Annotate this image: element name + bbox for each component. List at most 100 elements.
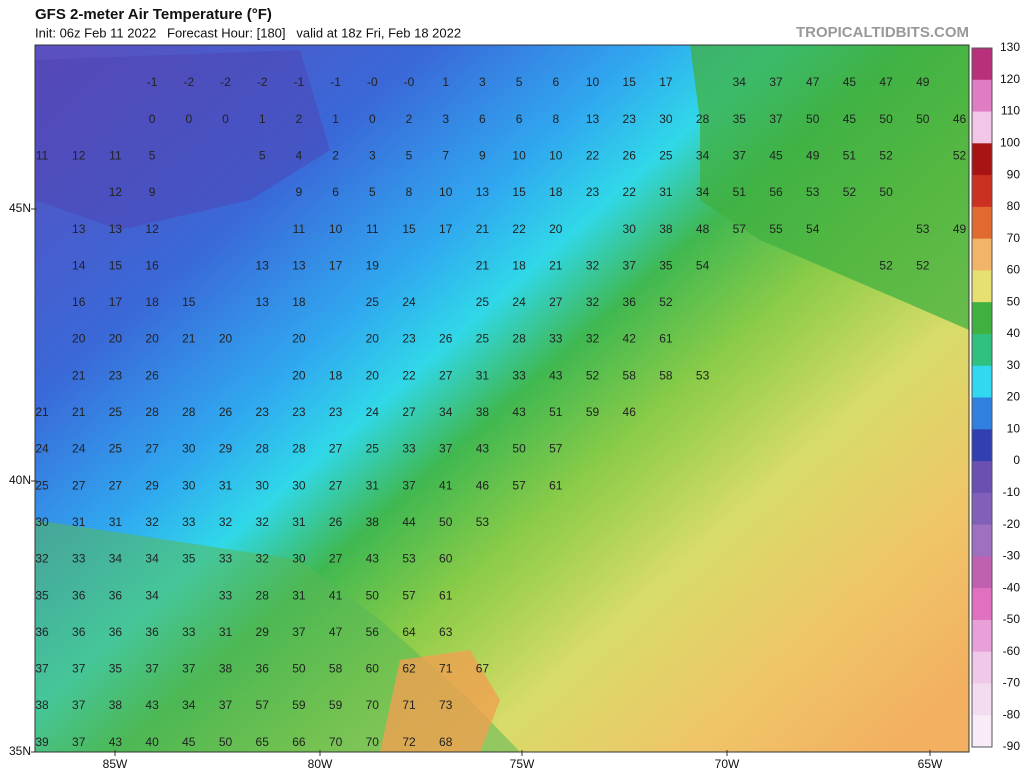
colorbar-label: -70	[1003, 676, 1021, 690]
temperature-value: 22	[586, 148, 600, 162]
temperature-value: 57	[549, 442, 563, 456]
temperature-value: -1	[147, 75, 158, 89]
temperature-value: 33	[182, 625, 196, 639]
temperature-value: 26	[219, 405, 233, 419]
colorbar-label: 100	[1000, 135, 1020, 149]
temperature-value: 2	[332, 148, 339, 162]
temperature-value: 23	[623, 112, 637, 126]
temperature-value: 43	[476, 442, 490, 456]
lat-labels: 45N 40N 35N	[9, 201, 37, 758]
temperature-value: 50	[292, 662, 306, 676]
temperature-value: 58	[329, 662, 343, 676]
temperature-value: 36	[109, 625, 123, 639]
lon-label: 80W	[308, 757, 333, 771]
temperature-value: 23	[292, 405, 306, 419]
temperature-value: 23	[329, 405, 343, 419]
temperature-value: 52	[879, 148, 893, 162]
temperature-value: 31	[72, 515, 86, 529]
temperature-value: 2	[406, 112, 413, 126]
temperature-value: 37	[292, 625, 306, 639]
temperature-value: 10	[439, 185, 453, 199]
colorbar-label: -80	[1003, 707, 1021, 721]
temperature-value: 4	[296, 148, 303, 162]
temperature-value: 6	[552, 75, 559, 89]
temperature-value: 52	[586, 368, 600, 382]
temperature-value: 61	[549, 478, 563, 492]
temperature-value: 6	[479, 112, 486, 126]
colorbar-segment	[972, 588, 992, 621]
temperature-value: 16	[72, 295, 86, 309]
temperature-value: 38	[366, 515, 380, 529]
temperature-value: 37	[182, 662, 196, 676]
temperature-value: 18	[512, 258, 526, 272]
temperature-value: 32	[219, 515, 233, 529]
temperature-value: 31	[292, 588, 306, 602]
temperature-value: 20	[366, 368, 380, 382]
temperature-value: 33	[549, 332, 563, 346]
temperature-value: 52	[953, 148, 967, 162]
temperature-value: 53	[806, 185, 820, 199]
subtitle: Init: 06z Feb 11 2022 Forecast Hour: [18…	[35, 25, 461, 40]
colorbar-segment	[972, 524, 992, 557]
temperature-value: 21	[72, 368, 86, 382]
temperature-value: 5	[369, 185, 376, 199]
map-region	[380, 650, 500, 752]
temperature-value: 25	[109, 405, 123, 419]
temperature-value: 46	[953, 112, 967, 126]
temperature-value: -2	[257, 75, 268, 89]
temperature-value: -0	[404, 75, 415, 89]
temperature-value: 12	[72, 148, 86, 162]
temperature-value: 23	[586, 185, 600, 199]
temperature-value: 15	[402, 222, 416, 236]
colorbar-label: 10	[1007, 421, 1021, 435]
colorbar-label: 20	[1007, 390, 1021, 404]
colorbar-segment	[972, 48, 992, 81]
temperature-value: 50	[219, 735, 233, 749]
temperature-value: 58	[659, 368, 673, 382]
temperature-value: 28	[292, 442, 306, 456]
temperature-value: 37	[769, 75, 783, 89]
temperature-value: 12	[145, 222, 159, 236]
temperature-value: 50	[806, 112, 820, 126]
temperature-value: 70	[329, 735, 343, 749]
temperature-value: 6	[516, 112, 523, 126]
temperature-value: 36	[72, 588, 86, 602]
colorbar-segment	[972, 238, 992, 271]
temperature-value: 18	[329, 368, 343, 382]
temperature-value: 35	[109, 662, 123, 676]
temperature-value: 22	[623, 185, 637, 199]
temperature-value: 12	[109, 185, 123, 199]
temperature-value: 26	[439, 332, 453, 346]
temperature-value: 34	[696, 185, 710, 199]
temperature-value: 43	[109, 735, 123, 749]
temperature-value: 21	[35, 405, 49, 419]
temperature-value: 24	[72, 442, 86, 456]
temperature-value: 57	[256, 698, 270, 712]
colorbar-segment	[972, 556, 992, 589]
temperature-value: 9	[149, 185, 156, 199]
temperature-value: 37	[145, 662, 159, 676]
temperature-value: 72	[402, 735, 416, 749]
colorbar-label: -20	[1003, 517, 1021, 531]
temperature-value: 56	[769, 185, 783, 199]
temperature-value: 31	[476, 368, 490, 382]
temperature-value: 38	[109, 698, 123, 712]
lon-label: 65W	[918, 757, 943, 771]
temperature-value: 25	[476, 295, 490, 309]
temperature-value: 34	[696, 148, 710, 162]
temperature-value: 61	[439, 588, 453, 602]
temperature-value: 36	[72, 625, 86, 639]
temperature-value: 23	[256, 405, 270, 419]
colorbar-segment	[972, 175, 992, 208]
temperature-value: 32	[145, 515, 159, 529]
temperature-value: 37	[769, 112, 783, 126]
map-region	[35, 50, 330, 230]
lat-label: 45N	[9, 201, 31, 215]
temperature-value: 45	[182, 735, 196, 749]
temperature-value: 56	[366, 625, 380, 639]
temperature-value: 18	[145, 295, 159, 309]
temperature-value: 30	[623, 222, 637, 236]
temperature-value: 25	[35, 478, 49, 492]
temperature-value: 37	[219, 698, 233, 712]
